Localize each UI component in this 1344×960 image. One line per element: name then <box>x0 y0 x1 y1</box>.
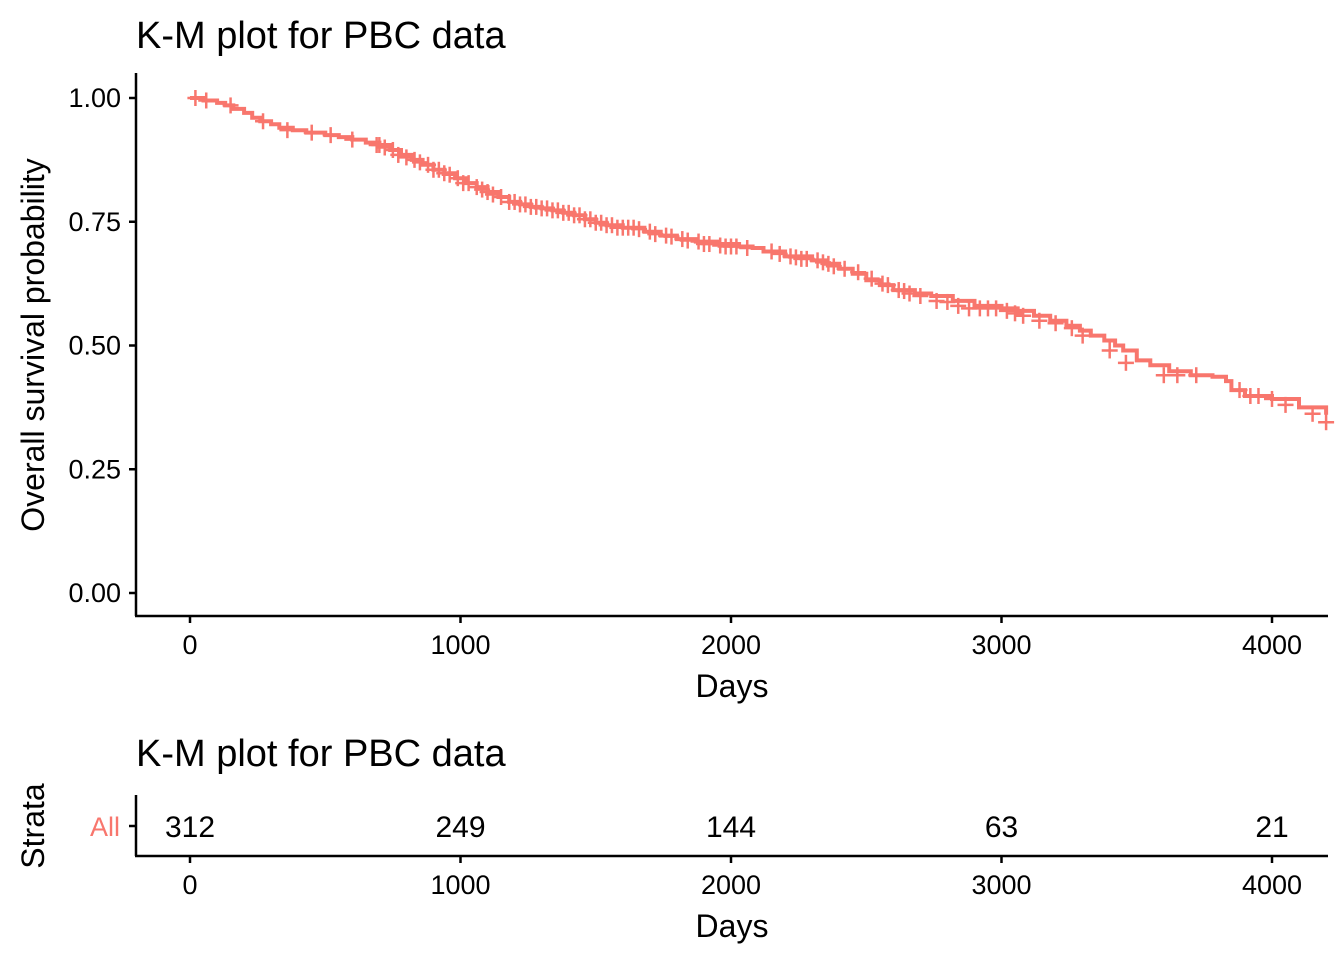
censor-mark <box>631 221 648 238</box>
censor-mark <box>1231 382 1248 399</box>
censor-mark <box>825 258 842 275</box>
censor-mark <box>187 90 204 106</box>
censor-mark <box>771 245 788 262</box>
censor-mark <box>398 149 415 166</box>
censor-mark <box>376 139 393 156</box>
censor-mark <box>222 97 239 114</box>
censor-mark <box>998 302 1015 319</box>
survival-y-axis-title: Overall survival probability <box>15 158 51 531</box>
survival-x-axis-title: Days <box>696 668 769 704</box>
censor-mark <box>863 270 880 287</box>
censor-mark <box>322 127 339 144</box>
risk-x-tick-label: 0 <box>182 870 197 900</box>
censor-mark <box>879 277 896 294</box>
censor-mark <box>1101 342 1118 359</box>
x-tick-label: 0 <box>182 630 197 660</box>
risk-count: 249 <box>435 811 485 844</box>
risk-x-tick-label: 1000 <box>430 870 490 900</box>
censor-mark <box>850 264 867 281</box>
risk-x-tick-label: 4000 <box>1242 870 1302 900</box>
risk-table-x-ticks: 0 1000 2000 3000 4000 <box>182 856 1302 900</box>
censor-mark <box>1169 367 1186 384</box>
risk-table-panel: K-M plot for PBC data Strata All 312 249 1… <box>15 733 1328 944</box>
x-tick-label: 4000 <box>1242 630 1302 660</box>
censor-mark <box>739 239 756 256</box>
strata-label-all: All <box>90 812 120 842</box>
risk-table-x-axis-title: Days <box>696 908 769 944</box>
censor-mark <box>441 166 458 183</box>
censor-mark <box>988 300 1005 317</box>
censor-mark <box>1117 354 1134 371</box>
censor-mark <box>1264 390 1280 407</box>
survival-curve-area <box>187 90 1335 431</box>
censor-mark <box>1007 305 1024 322</box>
censor-mark <box>484 186 501 203</box>
censor-mark <box>1031 312 1048 329</box>
survival-plot-title: K-M plot for PBC data <box>136 15 506 57</box>
censor-mark <box>647 226 664 243</box>
censor-mark <box>701 236 718 253</box>
survival-y-ticks: 0.00 0.25 0.50 0.75 1.00 <box>68 83 136 608</box>
censor-mark <box>836 260 853 277</box>
censor-mark <box>303 124 320 141</box>
risk-count: 144 <box>706 811 756 844</box>
risk-x-tick-label: 2000 <box>701 870 761 900</box>
censor-mark <box>728 238 745 255</box>
y-tick-label: 0.75 <box>68 207 121 237</box>
survival-x-ticks: 0 1000 2000 3000 4000 <box>182 616 1302 660</box>
censor-mark <box>460 175 477 192</box>
censor-mark <box>493 189 510 205</box>
x-tick-label: 3000 <box>971 630 1031 660</box>
censor-mark <box>1304 405 1321 422</box>
risk-count: 312 <box>165 811 215 844</box>
x-tick-label: 1000 <box>430 630 490 660</box>
censor-mark <box>798 250 815 267</box>
censor-mark <box>950 297 967 314</box>
censor-mark <box>279 122 296 139</box>
censor-mark <box>663 228 680 245</box>
y-tick-label: 0.00 <box>68 578 121 608</box>
risk-table-values: 312 249 144 63 21 <box>129 811 1289 844</box>
survival-curve-all <box>190 96 1329 415</box>
censor-mark <box>344 131 361 148</box>
censor-mark <box>1250 387 1267 404</box>
survival-plot-panel: K-M plot for PBC data Overall survival p… <box>15 15 1335 704</box>
risk-x-tick-label: 3000 <box>971 870 1031 900</box>
risk-count: 63 <box>985 811 1018 844</box>
censor-mark <box>912 288 929 304</box>
censor-mark <box>411 154 428 171</box>
y-tick-label: 0.50 <box>68 331 121 361</box>
y-tick-label: 1.00 <box>68 83 121 113</box>
x-tick-label: 2000 <box>701 630 761 660</box>
censor-mark <box>1318 414 1335 431</box>
censor-mark <box>1063 320 1080 337</box>
censor-mark <box>939 293 956 310</box>
censor-mark <box>198 92 215 109</box>
censor-mark <box>1015 307 1032 324</box>
censor-mark <box>1047 315 1064 332</box>
censor-mark <box>255 113 272 130</box>
censor-marks <box>187 90 1335 431</box>
censor-mark <box>1277 396 1294 413</box>
risk-count: 21 <box>1255 811 1288 844</box>
censor-mark <box>390 146 407 163</box>
censor-mark <box>1074 327 1091 344</box>
y-tick-label: 0.25 <box>68 454 121 484</box>
censor-mark <box>763 243 780 260</box>
risk-table-y-axis-title: Strata <box>15 783 51 869</box>
censor-mark <box>1188 367 1205 384</box>
censor-mark <box>901 285 918 302</box>
risk-table-title: K-M plot for PBC data <box>136 733 506 775</box>
censor-mark <box>1155 367 1172 384</box>
